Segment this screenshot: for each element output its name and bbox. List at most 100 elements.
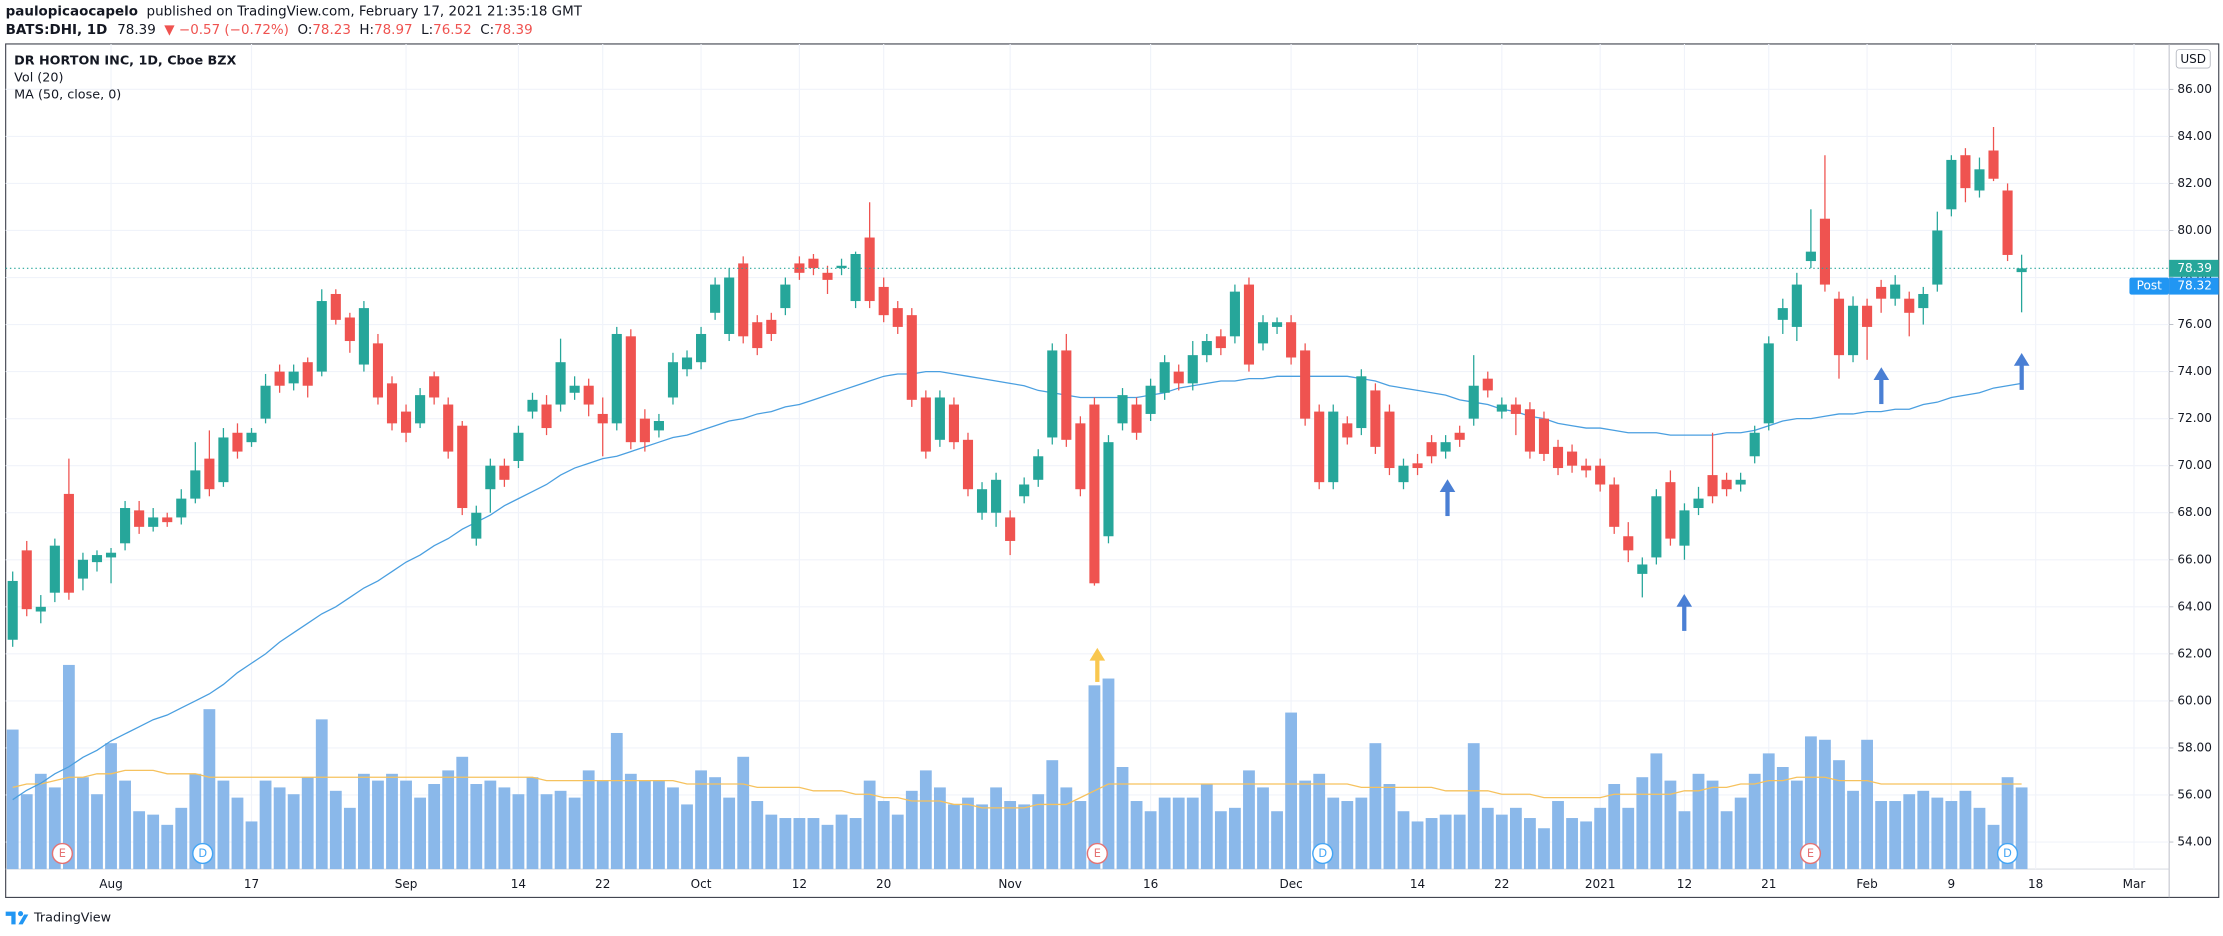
candle-body (1538, 418, 1550, 454)
volume-bar (1903, 794, 1916, 870)
volume-bar (203, 709, 216, 870)
event-label: D (2003, 846, 2012, 860)
candle-body (457, 425, 468, 509)
quote-key: L: (421, 23, 433, 38)
y-tick-label: 80.00 (2177, 223, 2212, 237)
volume-bar (554, 790, 567, 870)
volume-bar (1622, 807, 1635, 870)
x-tick-label: 14 (511, 877, 526, 891)
x-tick-label: 12 (1677, 877, 1692, 891)
volume-bar (48, 787, 61, 870)
volume-bar (1664, 780, 1677, 870)
x-tick-label: Sep (395, 877, 418, 891)
volume-bar (1945, 801, 1958, 870)
candle-body (1679, 510, 1690, 546)
candle-body (1904, 298, 1915, 313)
event-label: E (1094, 846, 1101, 860)
volume-bar (20, 794, 33, 870)
volume-bar (948, 804, 960, 870)
volume-bar (1678, 811, 1691, 870)
candle-body (1370, 390, 1381, 447)
y-tick-label: 64.00 (2177, 599, 2212, 613)
arrow-yellow (1089, 647, 1106, 682)
candle-body (485, 465, 496, 490)
y-tick-label: 72.00 (2177, 411, 2212, 425)
candle-body (1777, 308, 1788, 320)
volume-bar (287, 794, 300, 870)
candle-body (386, 383, 398, 424)
volume-bar (709, 777, 722, 870)
candle-body (1384, 411, 1395, 469)
volume-bar (1214, 811, 1227, 870)
candle-body (105, 552, 117, 558)
x-tick-label: Feb (1856, 877, 1877, 891)
candle-body (527, 399, 538, 412)
candle-body (962, 439, 974, 490)
candle-body (555, 362, 566, 405)
candle-body (1735, 479, 1746, 485)
candle-body (878, 286, 889, 316)
candle-body (639, 418, 650, 443)
candle-body (1946, 159, 1957, 210)
candle-body (288, 371, 299, 384)
volume-bar (681, 804, 693, 870)
volume-bar (1720, 811, 1733, 870)
volume-bar (1158, 797, 1171, 870)
candle-body (991, 479, 1002, 513)
quote-value: 78.97 (374, 23, 413, 38)
volume-bar (933, 787, 946, 870)
y-tick-label: 82.00 (2177, 176, 2212, 190)
candle-body (415, 395, 426, 424)
candle-body (344, 317, 355, 342)
volume-bar (245, 821, 258, 870)
event-marker (1996, 842, 2019, 865)
candle-body (1229, 291, 1240, 337)
volume-bar (470, 784, 483, 870)
candle-body (1749, 432, 1760, 457)
event-marker (51, 842, 74, 865)
volume-bar (217, 780, 230, 870)
candle-body (1876, 286, 1887, 299)
candle-body (808, 258, 819, 269)
candle-body (1019, 484, 1030, 497)
frame (5, 43, 2220, 898)
event-label: D (1318, 846, 1327, 860)
candle-body (1763, 343, 1774, 424)
candle-body (513, 432, 524, 461)
candle-body (232, 432, 243, 452)
y-tick-label: 66.00 (2177, 552, 2212, 566)
candle-body (162, 517, 173, 523)
candle-body (1173, 371, 1184, 384)
volume-bar (1144, 811, 1157, 870)
volume-bar (1959, 790, 1972, 870)
candle-body (1960, 155, 1971, 189)
legend-ma: MA (50, close, 0) (14, 87, 121, 102)
candle-body (429, 376, 440, 398)
quote-line: BATS:DHI, 1D 78.39 ▼ −0.57 (−0.72%) O:78… (6, 23, 533, 38)
volume-bar (1397, 811, 1410, 870)
volume-bar (1608, 784, 1621, 870)
volume-bar (1748, 773, 1761, 870)
volume-bar (442, 770, 455, 870)
volume-bar (526, 777, 539, 870)
volume-bar (1987, 824, 2000, 870)
volume-bar (428, 784, 441, 870)
candle-body (1974, 169, 1985, 191)
post-price-label: 78.32 (2177, 279, 2212, 293)
volume-bar (1425, 818, 1438, 870)
volume-bar (1776, 766, 1789, 870)
volume-bar (1566, 818, 1578, 870)
volume-bar (1004, 801, 1017, 870)
volume-bar (372, 780, 384, 870)
candle-body (1791, 284, 1802, 327)
arrow (1439, 479, 1456, 517)
volume-bar (877, 801, 890, 870)
candle-body (120, 508, 131, 544)
volume-bar (653, 780, 665, 870)
candle-body (1707, 475, 1718, 497)
candle-body (1721, 479, 1732, 490)
candle-body (1145, 385, 1156, 414)
candle-body (1524, 409, 1535, 452)
